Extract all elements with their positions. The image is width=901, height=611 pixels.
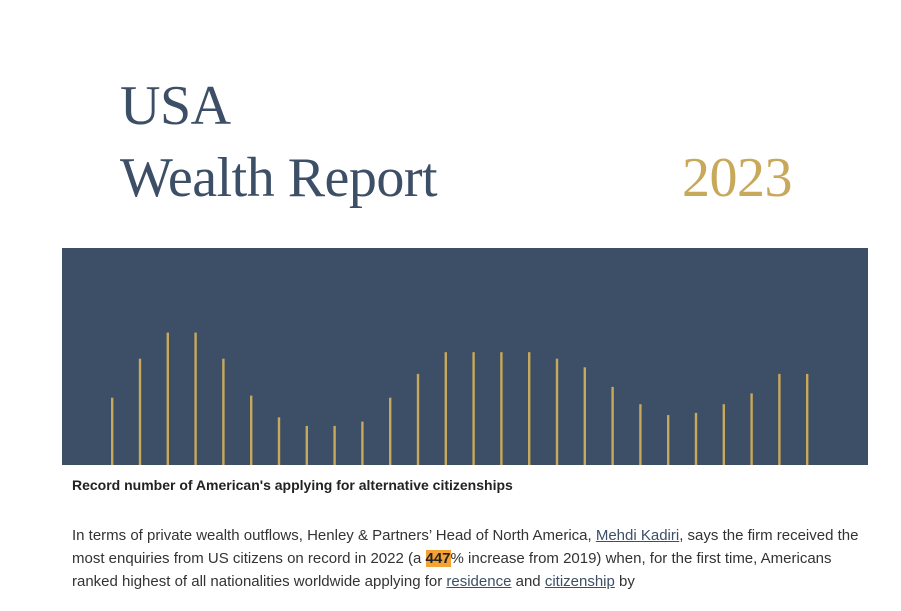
link-residence[interactable]: residence (446, 573, 512, 590)
banner-bar (277, 417, 281, 465)
paragraph-text-mid2: % increase from 2019) when, for the firs… (72, 550, 832, 590)
banner-bar (722, 404, 725, 465)
banner-bar (806, 373, 809, 465)
banner-bar (111, 397, 114, 465)
article-caption: Record number of American's applying for… (72, 477, 513, 493)
banner-bar (361, 421, 364, 465)
paragraph-text-end: by (614, 573, 635, 590)
banner-bar (194, 332, 197, 465)
report-year: 2023 (682, 147, 793, 209)
paragraph-text-intro: In terms of private wealth outflows, Hen… (72, 527, 596, 544)
decorative-bar-banner (62, 248, 868, 465)
banner-bar (778, 373, 781, 465)
banner-bar (500, 352, 503, 465)
banner-bar (166, 332, 169, 465)
title-line-wealth-report: Wealth Report (120, 147, 438, 209)
article-paragraph: In terms of private wealth outflows, Hen… (72, 524, 872, 593)
title-line-usa: USA (120, 75, 231, 137)
highlighted-percentage: 447 (425, 550, 451, 567)
banner-bar (667, 415, 670, 465)
banner-bar (694, 412, 698, 465)
banner-bar (250, 395, 253, 465)
banner-bar (389, 397, 392, 465)
banner-bar (444, 352, 447, 465)
banner-bar (611, 386, 614, 465)
banner-bar (639, 404, 642, 465)
banner-bar (222, 358, 225, 465)
banner-bar (555, 358, 559, 465)
link-citizenship[interactable]: citizenship (544, 573, 615, 590)
banner-bar (583, 367, 586, 465)
banner-bar (138, 358, 142, 465)
banner-bar (750, 393, 753, 465)
banner-bar (416, 373, 420, 465)
banner-bar (472, 352, 475, 465)
link-mehdi-kadiri[interactable]: Mehdi Kadiri (595, 527, 680, 544)
paragraph-text-mid1: , says the firm received the most enquir… (72, 527, 859, 567)
banner-bars-graphic (111, 332, 809, 465)
banner-bar (528, 352, 531, 465)
banner-bar (305, 425, 308, 465)
paragraph-text-and: and (511, 573, 545, 590)
banner-bar (333, 425, 336, 465)
